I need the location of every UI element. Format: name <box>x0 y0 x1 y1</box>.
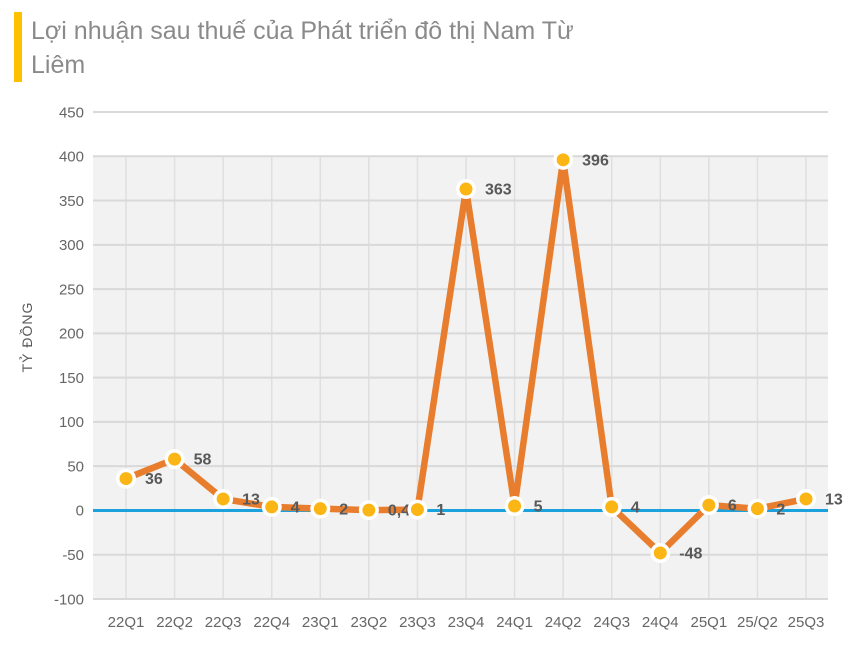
data-point-label: 6 <box>728 498 737 515</box>
data-point-label: 363 <box>485 182 512 199</box>
chart-title: Lợi nhuận sau thuế của Phát triển đô thị… <box>31 12 574 82</box>
x-axis-tick-label: 22Q2 <box>156 614 193 631</box>
data-point-marker <box>265 500 279 514</box>
data-point-label: 4 <box>291 500 300 517</box>
y-axis-tick-label: -100 <box>54 591 84 608</box>
y-axis-tick-label: 300 <box>59 237 84 254</box>
data-point-marker <box>410 503 424 517</box>
y-axis-tick-label: -50 <box>62 547 84 564</box>
data-point-marker <box>750 502 764 516</box>
data-point-label: 0,4 <box>388 503 410 520</box>
data-point-label: 5 <box>534 499 543 516</box>
chart-title-line1: Lợi nhuận sau thuế của Phát triển đô thị… <box>31 17 574 45</box>
x-axis-tick-label: 22Q4 <box>253 614 290 631</box>
data-point-marker <box>362 503 376 517</box>
x-axis-tick-label: 22Q3 <box>205 614 242 631</box>
data-point-label: 36 <box>145 471 163 488</box>
y-axis-tick-label: 350 <box>59 193 84 210</box>
y-axis-tick-label: 100 <box>59 414 84 431</box>
x-axis-tick-label: 25Q3 <box>788 614 825 631</box>
data-point-label: 4 <box>631 500 640 517</box>
data-point-marker <box>653 546 667 560</box>
x-axis-tick-label: 24Q4 <box>642 614 679 631</box>
y-axis-tick-label: 200 <box>59 326 84 343</box>
title-accent-bar <box>14 12 22 82</box>
data-point-label: 2 <box>776 501 785 518</box>
data-point-label: 58 <box>194 452 212 469</box>
y-axis-tick-label: 400 <box>59 149 84 166</box>
data-point-marker <box>556 153 570 167</box>
x-axis-tick-label: 25Q1 <box>691 614 728 631</box>
data-point-marker <box>216 492 230 506</box>
y-axis-tick-label: 450 <box>59 104 84 121</box>
y-axis-tick-label: 0 <box>76 503 84 520</box>
data-point-label: 396 <box>582 152 609 169</box>
chart-title-line2: Liêm <box>31 51 86 79</box>
x-axis-tick-label: 23Q4 <box>448 614 485 631</box>
x-axis-tick-label: 22Q1 <box>108 614 145 631</box>
y-axis-tick-label: 50 <box>67 458 84 475</box>
data-point-marker <box>702 498 716 512</box>
data-point-label: 2 <box>339 501 348 518</box>
x-axis-tick-label: 25/Q2 <box>737 614 778 631</box>
x-axis-tick-label: 23Q1 <box>302 614 339 631</box>
x-axis-tick-label: 24Q2 <box>545 614 582 631</box>
data-point-marker <box>508 499 522 513</box>
x-axis-tick-label: 23Q2 <box>351 614 388 631</box>
data-point-marker <box>119 472 133 486</box>
x-axis-tick-label: 23Q3 <box>399 614 436 631</box>
y-axis-title: TỶ ĐỒNG <box>18 302 35 373</box>
x-axis-tick-label: 24Q1 <box>496 614 533 631</box>
y-axis-tick-label: 250 <box>59 281 84 298</box>
data-point-marker <box>313 502 327 516</box>
data-point-label: 13 <box>825 492 843 509</box>
data-point-marker <box>459 182 473 196</box>
x-axis-tick-label: 24Q3 <box>593 614 630 631</box>
data-point-label: 1 <box>436 502 445 519</box>
data-point-marker <box>605 500 619 514</box>
data-point-marker <box>799 492 813 506</box>
chart-title-block: Lợi nhuận sau thuế của Phát triển đô thị… <box>14 12 574 82</box>
y-axis-tick-label: 150 <box>59 370 84 387</box>
data-point-label: -48 <box>679 546 702 563</box>
data-point-label: 13 <box>242 492 260 509</box>
data-point-marker <box>168 452 182 466</box>
